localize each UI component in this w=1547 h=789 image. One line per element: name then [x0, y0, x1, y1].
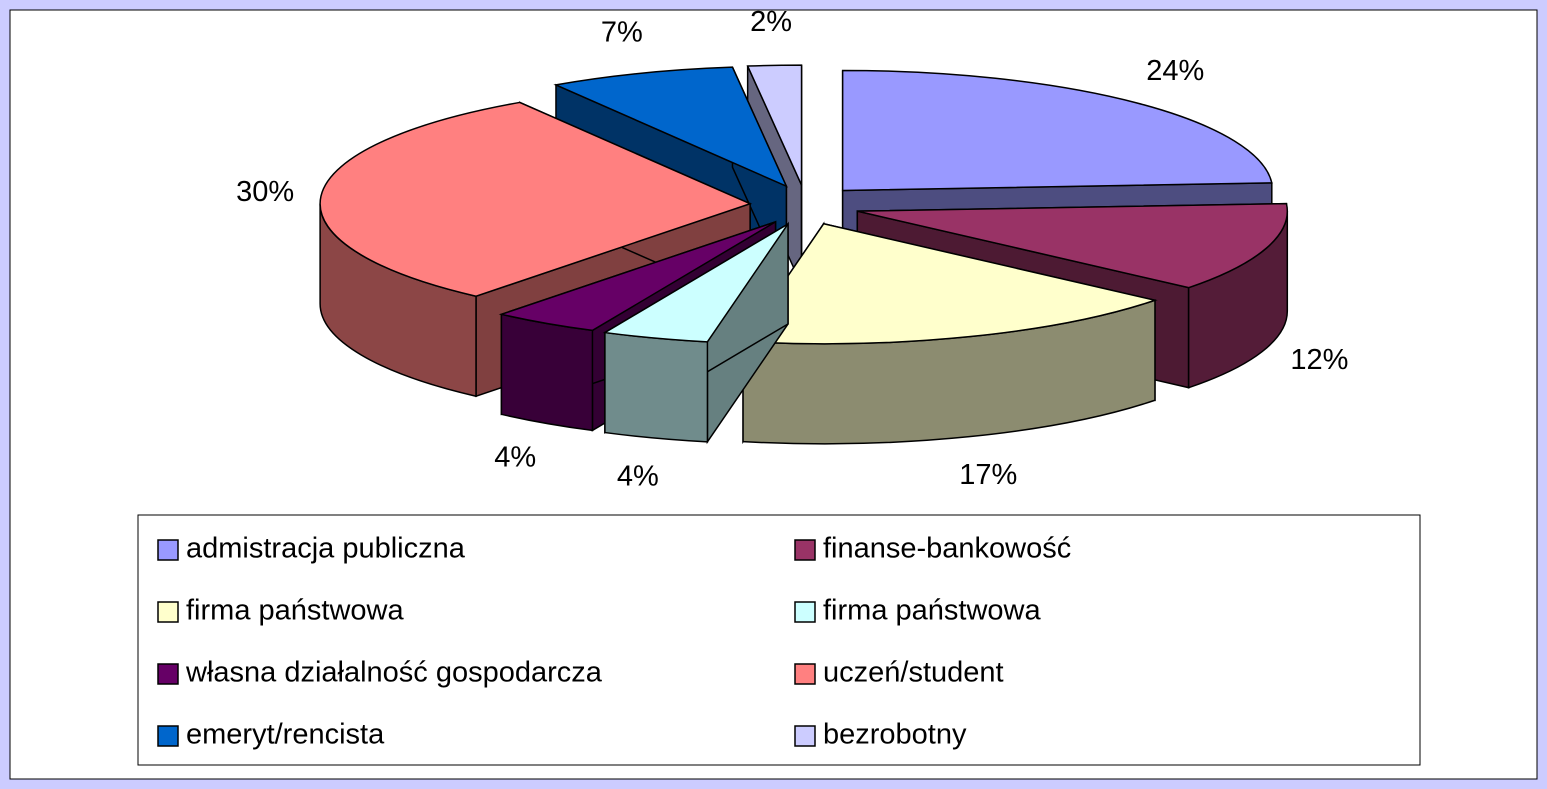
slice [857, 202, 1288, 289]
legend-label: admistracja publiczna [186, 533, 466, 565]
legend-label: uczeń/student [823, 657, 1004, 689]
slice [498, 221, 776, 332]
legend-label: firma państwowa [186, 595, 404, 627]
data-label: 30% [236, 176, 294, 208]
legend-label: bezrobotny [823, 719, 967, 751]
data-label: 7% [601, 16, 643, 48]
data-label: 4% [494, 441, 536, 473]
slice [602, 223, 789, 343]
slice-wall [500, 313, 594, 432]
legend-label: emeryt/rencista [186, 719, 385, 751]
slice [319, 101, 753, 297]
legend-swatch [157, 663, 179, 685]
legend-swatch [794, 601, 816, 623]
data-label: 4% [617, 461, 659, 493]
slice [746, 64, 803, 186]
legend-swatch [794, 539, 816, 561]
slice [741, 222, 1158, 345]
data-label: 12% [1290, 344, 1348, 376]
legend-box [137, 514, 1421, 766]
slice-wall [604, 331, 709, 443]
data-label: 2% [750, 6, 792, 38]
data-label: 24% [1146, 55, 1204, 87]
slice [841, 69, 1273, 192]
legend-swatch [157, 601, 179, 623]
legend-swatch [794, 725, 816, 747]
legend-label: firma państwowa [823, 595, 1041, 627]
slice [553, 66, 788, 188]
legend-swatch [157, 725, 179, 747]
legend-label: własna działalność gospodarcza [185, 657, 603, 689]
data-label: 17% [959, 459, 1017, 491]
legend-swatch [794, 663, 816, 685]
legend-label: finanse-bankowość [823, 533, 1071, 565]
legend-swatch [157, 539, 179, 561]
